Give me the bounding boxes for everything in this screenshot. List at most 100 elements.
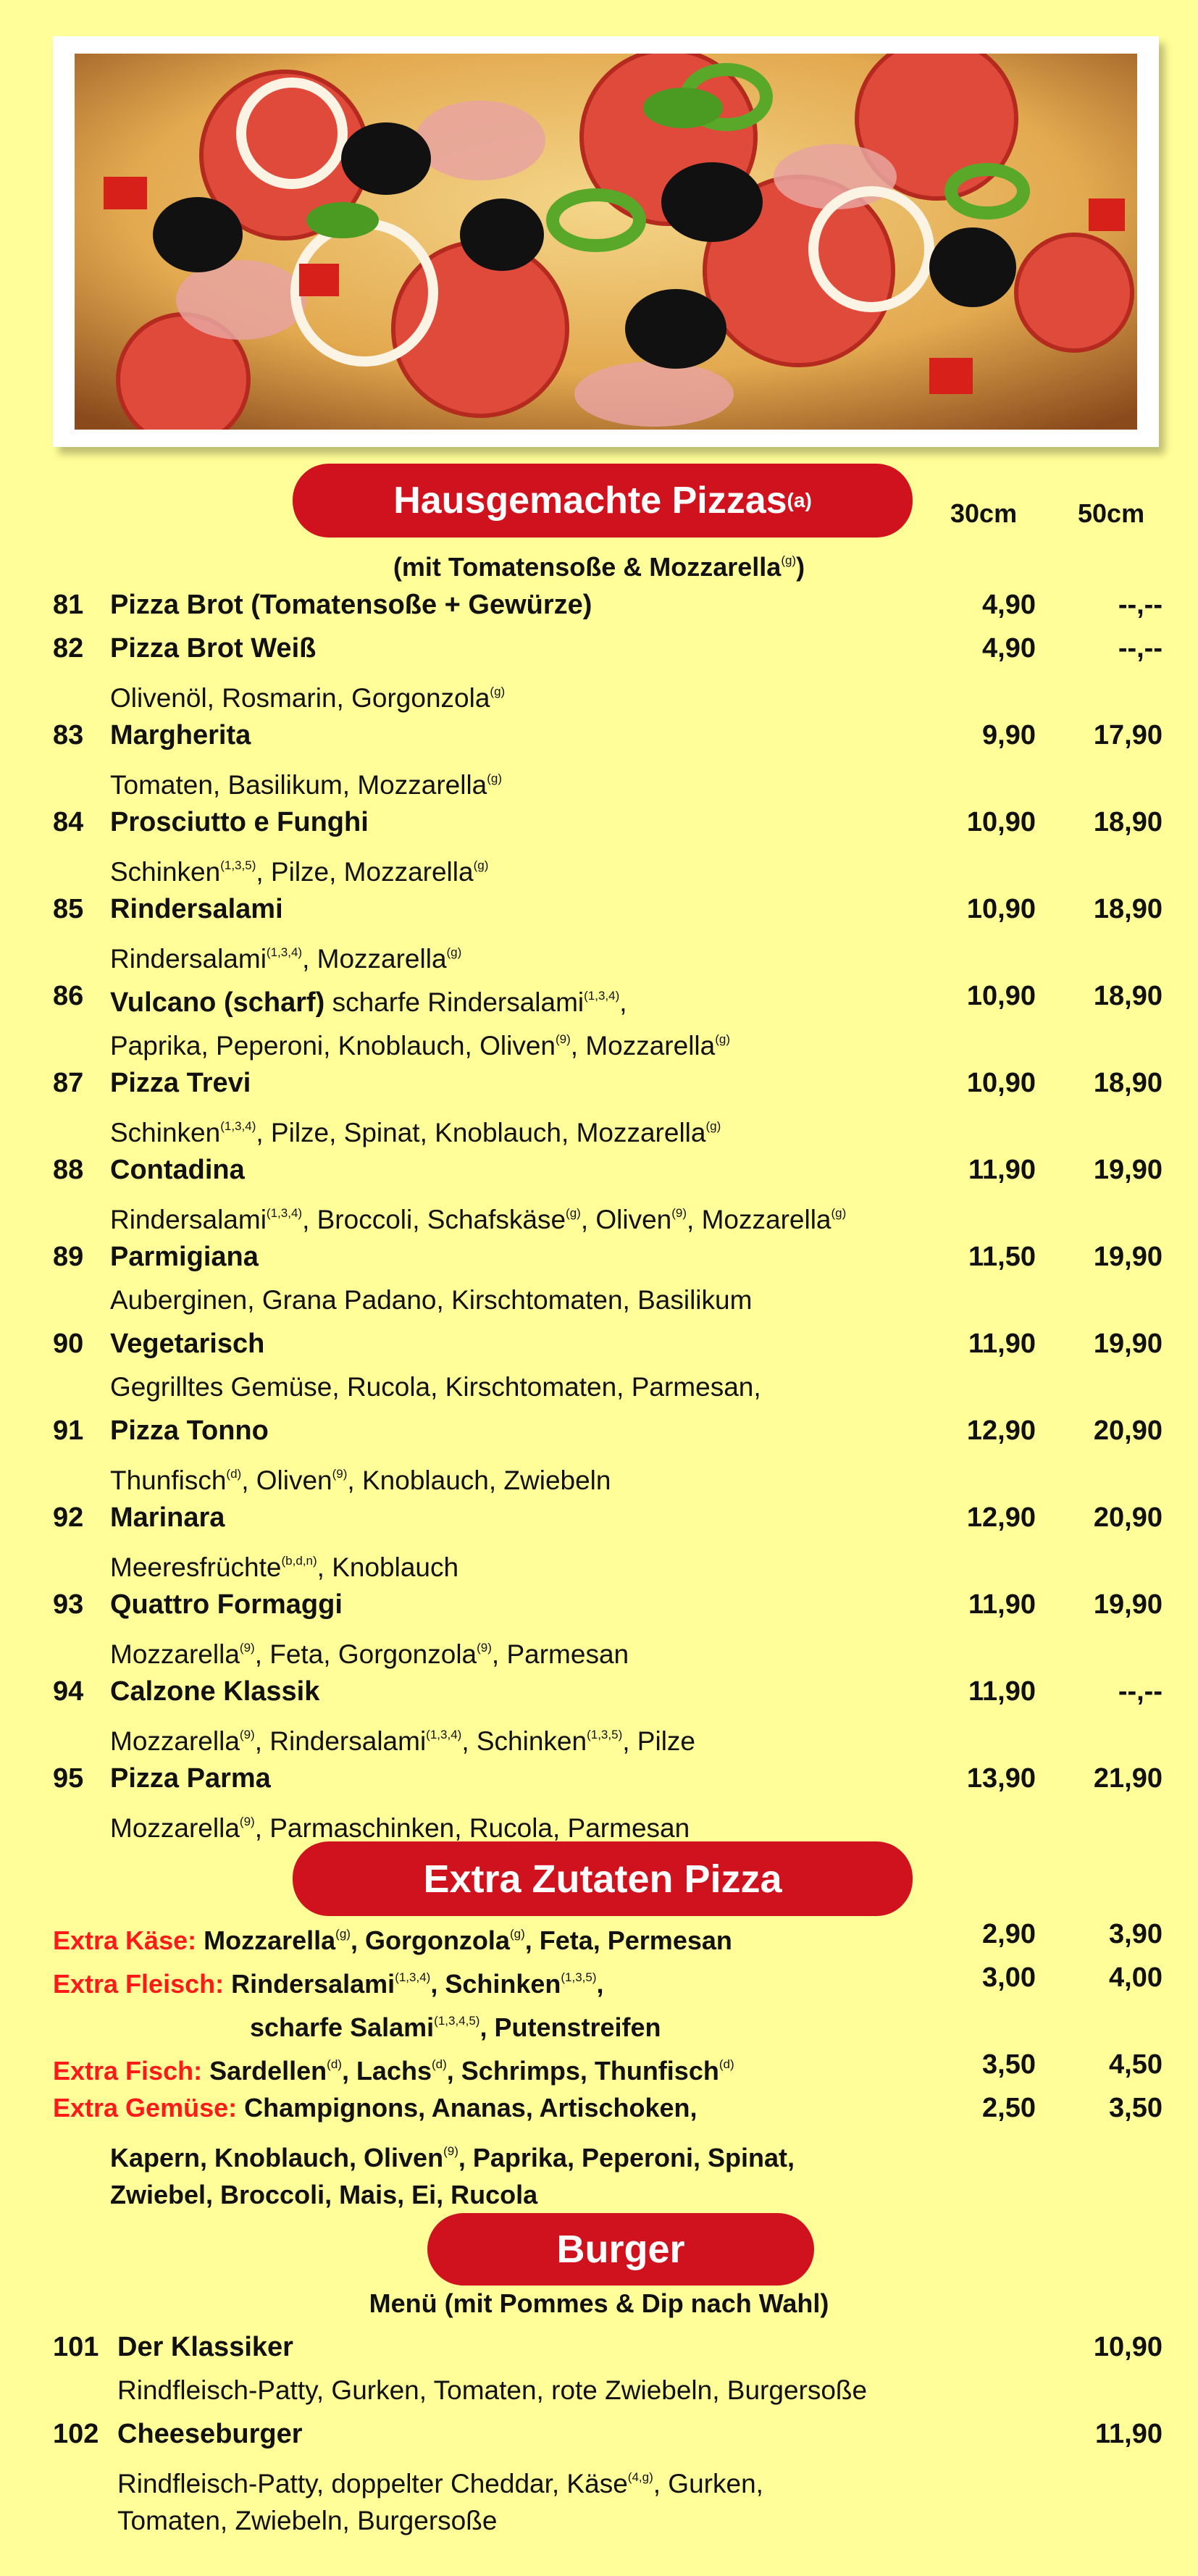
extra-line: Extra Fisch: Sardellen(d), Lachs(d), Sch… bbox=[53, 2043, 734, 2093]
text-segment: , Feta, Gorgonzola bbox=[254, 1639, 477, 1669]
allergen-footnote: (1,3,4) bbox=[584, 989, 620, 1003]
extra-label: Extra Käse: bbox=[53, 1925, 197, 1955]
text-segment: , bbox=[596, 1969, 604, 1999]
pizza-image bbox=[75, 54, 1137, 430]
text-segment: , Lachs bbox=[341, 2056, 432, 2086]
price-50cm: --,-- bbox=[1118, 590, 1163, 620]
item-description: Meeresfrüchte(b,d,n), Knoblauch bbox=[110, 1539, 458, 1589]
extras-title: Extra Zutaten Pizza bbox=[423, 1857, 782, 1901]
price-30cm: 3,00 bbox=[982, 1962, 1036, 1993]
allergen-footnote: (g) bbox=[473, 858, 489, 872]
allergen-footnote: (9) bbox=[239, 1815, 255, 1828]
item-name: Parmigiana bbox=[110, 1235, 259, 1279]
item-number: 81 bbox=[53, 590, 84, 620]
text-segment: , Mozzarella bbox=[570, 1031, 716, 1061]
allergen-footnote: (g) bbox=[446, 945, 462, 959]
item-name: Der Klassiker bbox=[117, 2332, 293, 2362]
item-name-text: Pizza Trevi bbox=[110, 1068, 251, 1098]
extra-row: Extra Fisch: Sardellen(d), Lachs(d), Sch… bbox=[0, 2043, 1198, 2086]
price-50cm: --,-- bbox=[1118, 633, 1163, 664]
price-30cm: 3,50 bbox=[982, 2049, 1036, 2080]
extra-line: scharfe Salami(1,3,4,5), Putenstreifen bbox=[250, 1999, 661, 2049]
item-number: 92 bbox=[53, 1502, 84, 1533]
item-description: Rindfleisch-Patty, Gurken, Tomaten, rote… bbox=[117, 2369, 867, 2412]
allergen-footnote: (g) bbox=[781, 553, 797, 567]
item-name: Marinara bbox=[110, 1496, 225, 1539]
extra-items: Champignons, Ananas, Artischoken, bbox=[237, 2093, 697, 2123]
text-segment: Olivenöl, Rosmarin, Gorgonzola bbox=[110, 683, 490, 713]
extra-label: Extra Gemüse: bbox=[53, 2093, 238, 2123]
item-name-text: Vulcano (scharf) bbox=[110, 987, 325, 1018]
extra-line: Extra Käse: Mozzarella(g), Gorgonzola(g)… bbox=[53, 1912, 732, 1962]
allergen-footnote: (1,3,4) bbox=[426, 1728, 462, 1741]
item-description: Rindersalami(1,3,4), Mozzarella(g) bbox=[110, 931, 461, 981]
price-30cm: 12,90 bbox=[966, 1502, 1036, 1533]
item-description: Mozzarella(9), Rindersalami(1,3,4), Schi… bbox=[110, 1713, 695, 1763]
item-name-text: Pizza Parma bbox=[110, 1763, 271, 1794]
item-description: Olivenöl, Rosmarin, Gorgonzola(g) bbox=[110, 670, 505, 720]
price-50cm: 4,50 bbox=[1109, 2049, 1163, 2080]
burger-item-row: 102 Cheeseburger 11,90 bbox=[0, 2412, 1198, 2456]
menu-item-description-row: Schinken(1,3,4), Pilze, Spinat, Knoblauc… bbox=[0, 1105, 1198, 1148]
allergen-footnote: (1,3,4) bbox=[395, 1970, 431, 1984]
item-description: Schinken(1,3,4), Pilze, Spinat, Knoblauc… bbox=[110, 1105, 721, 1155]
menu-item-description-row: Rindersalami(1,3,4), Broccoli, Schafskäs… bbox=[0, 1192, 1198, 1235]
menu-item-description-row: Tomaten, Basilikum, Mozzarella(g) bbox=[0, 757, 1198, 800]
menu-item-description-row: Mozzarella(9), Rindersalami(1,3,4), Schi… bbox=[0, 1713, 1198, 1757]
allergen-footnote: (9) bbox=[239, 1728, 255, 1741]
column-header-30cm: 30cm bbox=[950, 498, 1018, 528]
price: 11,90 bbox=[1095, 2419, 1163, 2449]
burger-item-row: 101 Der Klassiker 10,90 bbox=[0, 2325, 1198, 2369]
allergen-footnote: (9) bbox=[555, 1032, 571, 1046]
item-number: 87 bbox=[53, 1068, 84, 1098]
item-name: Pizza Brot (Tomatensoße + Gewürze) bbox=[110, 583, 592, 627]
section-header-burger: Burger bbox=[427, 2213, 814, 2286]
text-segment: , Schinken bbox=[461, 1726, 587, 1756]
price: 10,90 bbox=[1093, 2332, 1163, 2362]
item-name-text: Calzone Klassik bbox=[110, 1676, 320, 1707]
item-number: 90 bbox=[53, 1329, 84, 1359]
menu-item-row: 81 Pizza Brot (Tomatensoße + Gewürze) 4,90… bbox=[0, 583, 1198, 627]
price-30cm: 10,90 bbox=[966, 1068, 1036, 1098]
extra-items: Mozzarella(g), Gorgonzola(g), Feta, Perm… bbox=[196, 1925, 732, 1955]
price-50cm: --,-- bbox=[1118, 1676, 1163, 1707]
allergen-footnote: (9) bbox=[671, 1206, 687, 1220]
allergen-footnote: (g) bbox=[715, 1032, 730, 1046]
burger-description-row: Tomaten, Zwiebeln, Burgersoße bbox=[0, 2499, 1198, 2543]
menu-item-description-row: Mozzarella(9), Parmaschinken, Rucola, Pa… bbox=[0, 1800, 1198, 1844]
text-segment: , Broccoli, Schafskäse bbox=[302, 1205, 566, 1234]
item-number: 93 bbox=[53, 1589, 84, 1620]
text-segment: Kapern, Knoblauch, Oliven bbox=[110, 2143, 444, 2173]
extra-items: Kapern, Knoblauch, Oliven(9), Paprika, P… bbox=[110, 2143, 795, 2173]
text-segment: Champignons, Ananas, Artischoken, bbox=[237, 2093, 698, 2123]
price-50cm: 18,90 bbox=[1093, 807, 1163, 837]
item-number: 91 bbox=[53, 1415, 84, 1446]
item-name-text: Pizza Brot (Tomatensoße + Gewürze) bbox=[110, 590, 592, 620]
allergen-footnote: (9) bbox=[239, 1641, 255, 1655]
menu-item-row: 86 Vulcano (scharf) scharfe Rindersalami(… bbox=[0, 974, 1198, 1018]
price-50cm: 18,90 bbox=[1093, 981, 1163, 1011]
menu-item-row: 82 Pizza Brot Weiß 4,90 --,-- bbox=[0, 627, 1198, 670]
extra-line: Extra Fleisch: Rindersalami(1,3,4), Schi… bbox=[53, 1956, 604, 2006]
item-description: Auberginen, Grana Padano, Kirschtomaten,… bbox=[110, 1279, 752, 1322]
text-segment: , Knoblauch bbox=[317, 1552, 459, 1582]
item-number: 85 bbox=[53, 894, 84, 924]
text-segment: , Parmaschinken, Rucola, Parmesan bbox=[254, 1813, 690, 1843]
allergen-footnote: (g) bbox=[566, 1206, 581, 1220]
text-segment: Mozzarella bbox=[110, 1813, 240, 1843]
text-segment: , Pilze bbox=[622, 1726, 695, 1756]
menu-item-row: 92 Marinara 12,90 20,90 bbox=[0, 1496, 1198, 1539]
allergen-footnote: (g) bbox=[705, 1119, 721, 1133]
item-name: Calzone Klassik bbox=[110, 1670, 319, 1713]
menu-item-description-row: Thunfisch(d), Oliven(9), Knoblauch, Zwie… bbox=[0, 1452, 1198, 1496]
text-segment: , bbox=[619, 987, 627, 1017]
item-name-text: Margherita bbox=[110, 720, 251, 750]
price-50cm: 3,90 bbox=[1109, 1919, 1163, 1949]
allergen-footnote: (d) bbox=[327, 2057, 342, 2071]
extra-line: Zwiebel, Broccoli, Mais, Ei, Rucola bbox=[110, 2173, 537, 2217]
text-segment: , Schrimps, Thunfisch bbox=[446, 2056, 719, 2086]
allergen-footnote: (d) bbox=[432, 2057, 447, 2071]
burger-title: Burger bbox=[556, 2228, 685, 2271]
price-30cm: 4,90 bbox=[982, 633, 1036, 664]
price-50cm: 20,90 bbox=[1093, 1415, 1163, 1446]
